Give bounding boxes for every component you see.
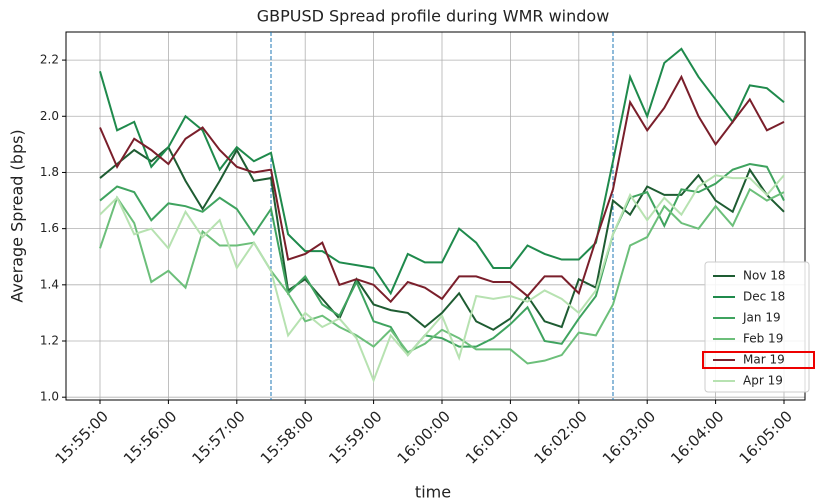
legend-label: Nov 18 [743,269,786,283]
x-tick-label: 16:02:00 [530,407,590,467]
y-tick-label: 2.2 [40,53,59,67]
series-line [99,163,785,357]
series-line [99,187,785,365]
legend-label: Feb 19 [743,332,783,346]
y-tick-label: 1.2 [40,334,59,348]
x-tick-label: 16:05:00 [736,407,796,467]
legend-label: Dec 18 [743,290,785,304]
y-tick-label: 1.8 [40,165,59,179]
plot-frame [65,31,806,401]
chart-title: GBPUSD Spread profile during WMR window [257,7,610,26]
legend-label: Mar 19 [743,353,785,367]
legend-label: Apr 19 [743,374,783,388]
y-tick-label: 1.6 [40,221,59,235]
x-tick-label: 16:04:00 [667,407,727,467]
x-tick-label: 15:56:00 [120,407,180,467]
x-tick-label: 15:57:00 [188,407,248,467]
y-tick-label: 2.0 [40,109,59,123]
y-tick-label: 1.0 [40,390,59,404]
x-tick-label: 16:03:00 [599,407,659,467]
x-tick-label: 15:59:00 [325,407,385,467]
series-line [99,47,785,296]
highlight-box [702,351,815,369]
x-tick-label: 15:58:00 [257,407,317,467]
y-axis-label: Average Spread (bps) [8,129,27,302]
series-line [99,145,785,331]
x-tick-label: 15:55:00 [52,407,112,467]
x-axis-label: time [415,483,451,502]
series-line [99,174,785,384]
series-line [99,74,785,304]
legend-label: Jan 19 [742,311,781,325]
x-tick-label: 16:00:00 [394,407,454,467]
x-tick-label: 16:01:00 [462,407,522,467]
y-tick-label: 1.4 [40,277,59,291]
